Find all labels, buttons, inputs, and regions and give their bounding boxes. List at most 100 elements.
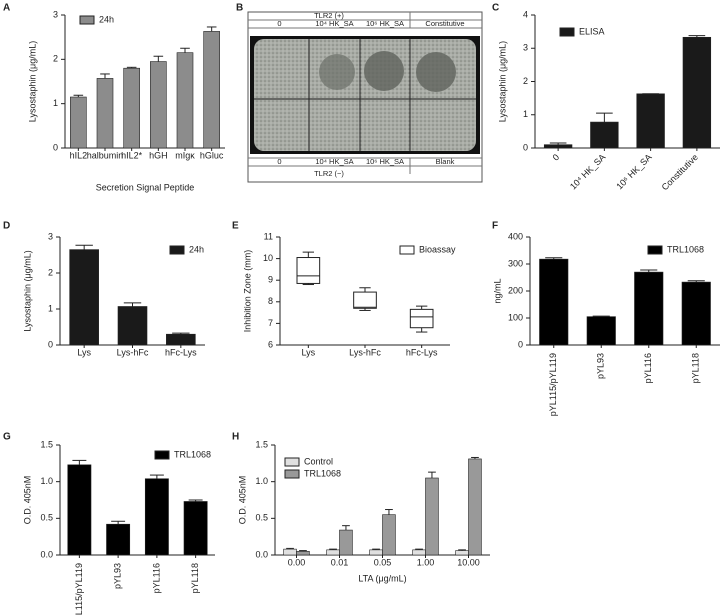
group-label: TLR2 (−) xyxy=(314,169,344,178)
error-bar xyxy=(126,66,137,69)
bar xyxy=(425,477,439,556)
panel-label: H xyxy=(232,432,239,443)
bar xyxy=(166,333,196,346)
x-tick-label: hFc-Lys xyxy=(165,347,197,357)
y-axis-label: Lysostaphin (μg/mL) xyxy=(27,41,37,122)
x-tick-label: 1.00 xyxy=(417,557,435,567)
bar xyxy=(283,548,297,556)
error-bar xyxy=(458,549,466,551)
bar xyxy=(67,464,92,556)
bar xyxy=(176,52,194,149)
bar xyxy=(382,514,396,556)
x-tick-label: hGH xyxy=(149,150,168,160)
bar xyxy=(369,549,383,556)
panel-label: A xyxy=(3,3,10,14)
y-tick-label: 3 xyxy=(53,9,58,19)
y-tick-label: 2 xyxy=(523,76,528,86)
bar xyxy=(590,121,619,149)
bar xyxy=(681,281,711,346)
y-tick-label: 7 xyxy=(268,318,273,328)
bar xyxy=(539,258,569,346)
x-tick-label: pYL93 xyxy=(113,563,123,589)
error-bar xyxy=(415,548,423,550)
box xyxy=(296,257,321,284)
panel-label: D xyxy=(3,221,10,232)
x-tick-label: 0 xyxy=(551,152,562,163)
legend-label: 24h xyxy=(189,244,204,254)
bar xyxy=(69,249,99,346)
error-bar xyxy=(149,474,164,479)
panel-label: G xyxy=(3,432,11,443)
x-tick-label: hGluc xyxy=(200,150,224,160)
y-tick-label: 0 xyxy=(48,339,53,349)
error-bar xyxy=(385,509,393,515)
group-label: TLR2 (+) xyxy=(314,11,344,20)
bar xyxy=(326,549,340,556)
y-tick-label: 0.5 xyxy=(40,513,53,523)
plate-label: 0 xyxy=(277,157,281,166)
bar xyxy=(468,458,482,556)
error-bar xyxy=(111,520,126,525)
x-tick-label: Lys-hFc xyxy=(117,347,149,357)
error-bar xyxy=(123,302,142,307)
legend-label: 24h xyxy=(99,14,114,24)
y-tick-label: 0.0 xyxy=(255,549,268,559)
legend-swatch xyxy=(284,457,300,467)
error-bar xyxy=(372,548,380,550)
y-tick-label: 1 xyxy=(48,303,53,313)
y-tick-label: 3 xyxy=(523,43,528,53)
chart-panel: A 0 1 2 3 Lysostaphin (μg/mL) hIL2 halbuminhIL2… xyxy=(3,3,225,192)
y-tick-label: 2 xyxy=(53,54,58,64)
bar xyxy=(636,93,665,149)
x-tick-label: hIL2* xyxy=(121,150,143,160)
chart-panel: G 0.0 0.5 1.0 1.5 O.D. 405nM pYL115/pYL119 pYL9… xyxy=(3,432,215,615)
panel-label: C xyxy=(492,3,499,14)
chart-panel: H 0.0 0.5 1.0 1.5 O.D. 405nM 0.00 0.01 0.05 1.00 1… xyxy=(232,432,490,583)
error-bar xyxy=(188,499,203,502)
chart-panel: D 0 1 2 3 Lysostaphin (μg/mL) Lys Lys-hFc hFc-Ly… xyxy=(3,221,205,357)
box xyxy=(353,291,377,309)
y-tick-label: 0.5 xyxy=(255,513,268,523)
y-axis-label: O.D. 405nM xyxy=(22,476,32,525)
error-bar xyxy=(329,548,337,550)
error-bar xyxy=(286,547,294,550)
x-tick-label: pYL118 xyxy=(691,353,701,383)
error-bar xyxy=(471,456,479,459)
error-bar xyxy=(299,550,307,552)
bar xyxy=(203,31,220,149)
inhibition-zone xyxy=(416,52,456,92)
plate-label: Constitutive xyxy=(425,19,464,28)
plate-label: 10⁴ HK_SA xyxy=(315,19,353,28)
x-tick-label: Lys xyxy=(77,347,91,357)
legend-swatch xyxy=(79,15,95,25)
error-bar xyxy=(596,112,613,123)
y-axis-label: Lysostaphin (μg/mL) xyxy=(22,250,32,331)
legend-swatch xyxy=(169,245,185,255)
y-tick-label: 11 xyxy=(264,231,273,241)
y-tick-label: 6 xyxy=(268,339,273,349)
error-bar xyxy=(100,73,110,79)
y-tick-label: 3 xyxy=(48,231,53,241)
bar xyxy=(455,550,469,556)
chart-panel: F 0 100 200 300 400 ng/mL pYL115/pYL119 pYL93 pYL… xyxy=(492,221,720,416)
error-bar xyxy=(545,257,563,260)
y-tick-label: 0 xyxy=(518,339,523,349)
legend-swatch xyxy=(647,245,663,255)
x-tick-label: pYL118 xyxy=(190,563,200,593)
bar xyxy=(106,523,131,556)
legend-label: ELISA xyxy=(579,26,605,36)
x-tick-label: pYL116 xyxy=(151,563,161,593)
y-tick-label: 300 xyxy=(508,258,523,268)
legend-swatch xyxy=(154,450,170,460)
x-tick-label: 10⁴ HK_SA xyxy=(568,152,608,192)
y-tick-label: 9 xyxy=(268,275,273,285)
inhibition-zone xyxy=(364,51,404,91)
error-bar xyxy=(72,459,87,465)
legend-swatch xyxy=(399,245,415,255)
error-bar xyxy=(206,26,217,32)
bar xyxy=(117,306,148,346)
x-tick-label: hIL2 xyxy=(70,150,88,160)
bar xyxy=(339,529,353,556)
bar xyxy=(543,144,573,149)
y-axis-label: Lysostaphin (μg/mL) xyxy=(497,41,507,122)
